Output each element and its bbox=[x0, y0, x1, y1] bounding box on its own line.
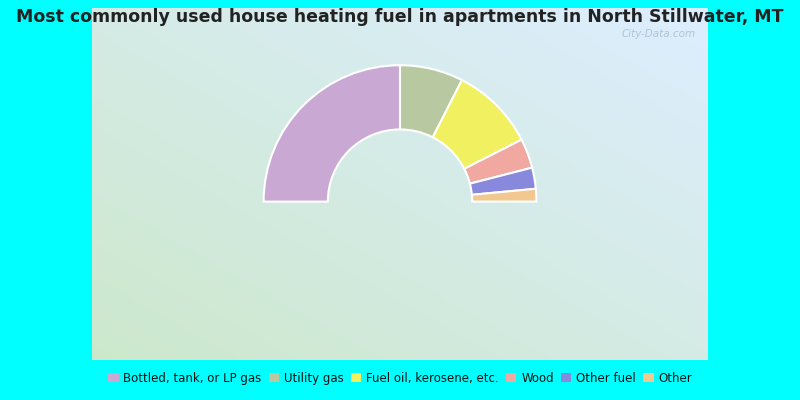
Wedge shape bbox=[400, 65, 462, 137]
Wedge shape bbox=[433, 80, 522, 169]
Legend: Bottled, tank, or LP gas, Utility gas, Fuel oil, kerosene, etc., Wood, Other fue: Bottled, tank, or LP gas, Utility gas, F… bbox=[104, 368, 696, 388]
Wedge shape bbox=[464, 140, 532, 184]
Wedge shape bbox=[472, 189, 536, 202]
Text: Most commonly used house heating fuel in apartments in North Stillwater, MT: Most commonly used house heating fuel in… bbox=[16, 8, 784, 26]
Text: City-Data.com: City-Data.com bbox=[622, 29, 696, 39]
Wedge shape bbox=[470, 168, 536, 195]
Wedge shape bbox=[264, 65, 400, 202]
